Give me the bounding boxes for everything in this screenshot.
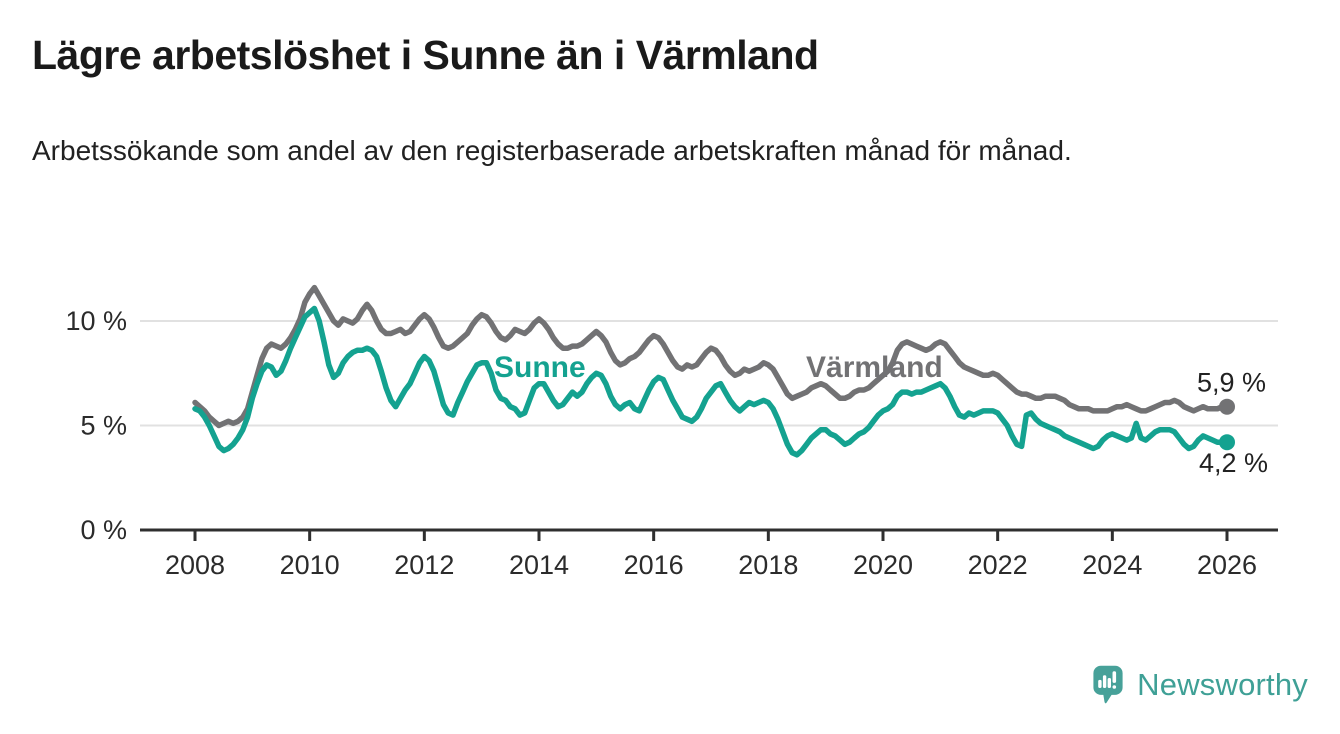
x-axis-tick-label: 2014 — [509, 550, 569, 580]
x-axis-tick-label: 2024 — [1082, 550, 1142, 580]
series-end-value-varmland: 5,9 % — [1197, 368, 1266, 398]
x-axis-tick-label: 2018 — [738, 550, 798, 580]
series-name-label-sunne: Sunne — [494, 351, 586, 384]
series-line-sunne — [192, 305, 1230, 458]
y-axis-tick-label: 5 % — [80, 411, 127, 441]
series-end-dot-sunne — [1219, 434, 1235, 451]
y-axis-tick-label: 0 % — [80, 515, 127, 545]
newsworthy-logo-text: Newsworthy — [1137, 667, 1308, 702]
x-axis-tick-label: 2020 — [853, 550, 913, 580]
x-axis-tick-label: 2022 — [968, 550, 1028, 580]
x-axis-tick-label: 2026 — [1197, 550, 1257, 580]
series-name-label-varmland: Värmland — [806, 351, 943, 384]
series-line-varmland — [192, 284, 1230, 429]
chart-subtitle: Arbetssökande som andel av den registerb… — [32, 135, 1072, 166]
series-end-value-sunne: 4,2 % — [1199, 448, 1268, 478]
x-axis-tick-label: 2008 — [165, 550, 225, 580]
chart-title: Lägre arbetslöshet i Sunne än i Värmland — [32, 32, 819, 78]
newsworthy-logo-icon — [1093, 665, 1123, 704]
y-axis-tick-label: 10 % — [65, 306, 127, 336]
series-end-dot-varmland — [1219, 398, 1235, 415]
x-axis-tick-label: 2016 — [624, 550, 684, 580]
newsworthy-logo: Newsworthy — [1092, 664, 1308, 706]
x-axis-tick-label: 2010 — [280, 550, 340, 580]
x-axis-tick-label: 2012 — [394, 550, 454, 580]
